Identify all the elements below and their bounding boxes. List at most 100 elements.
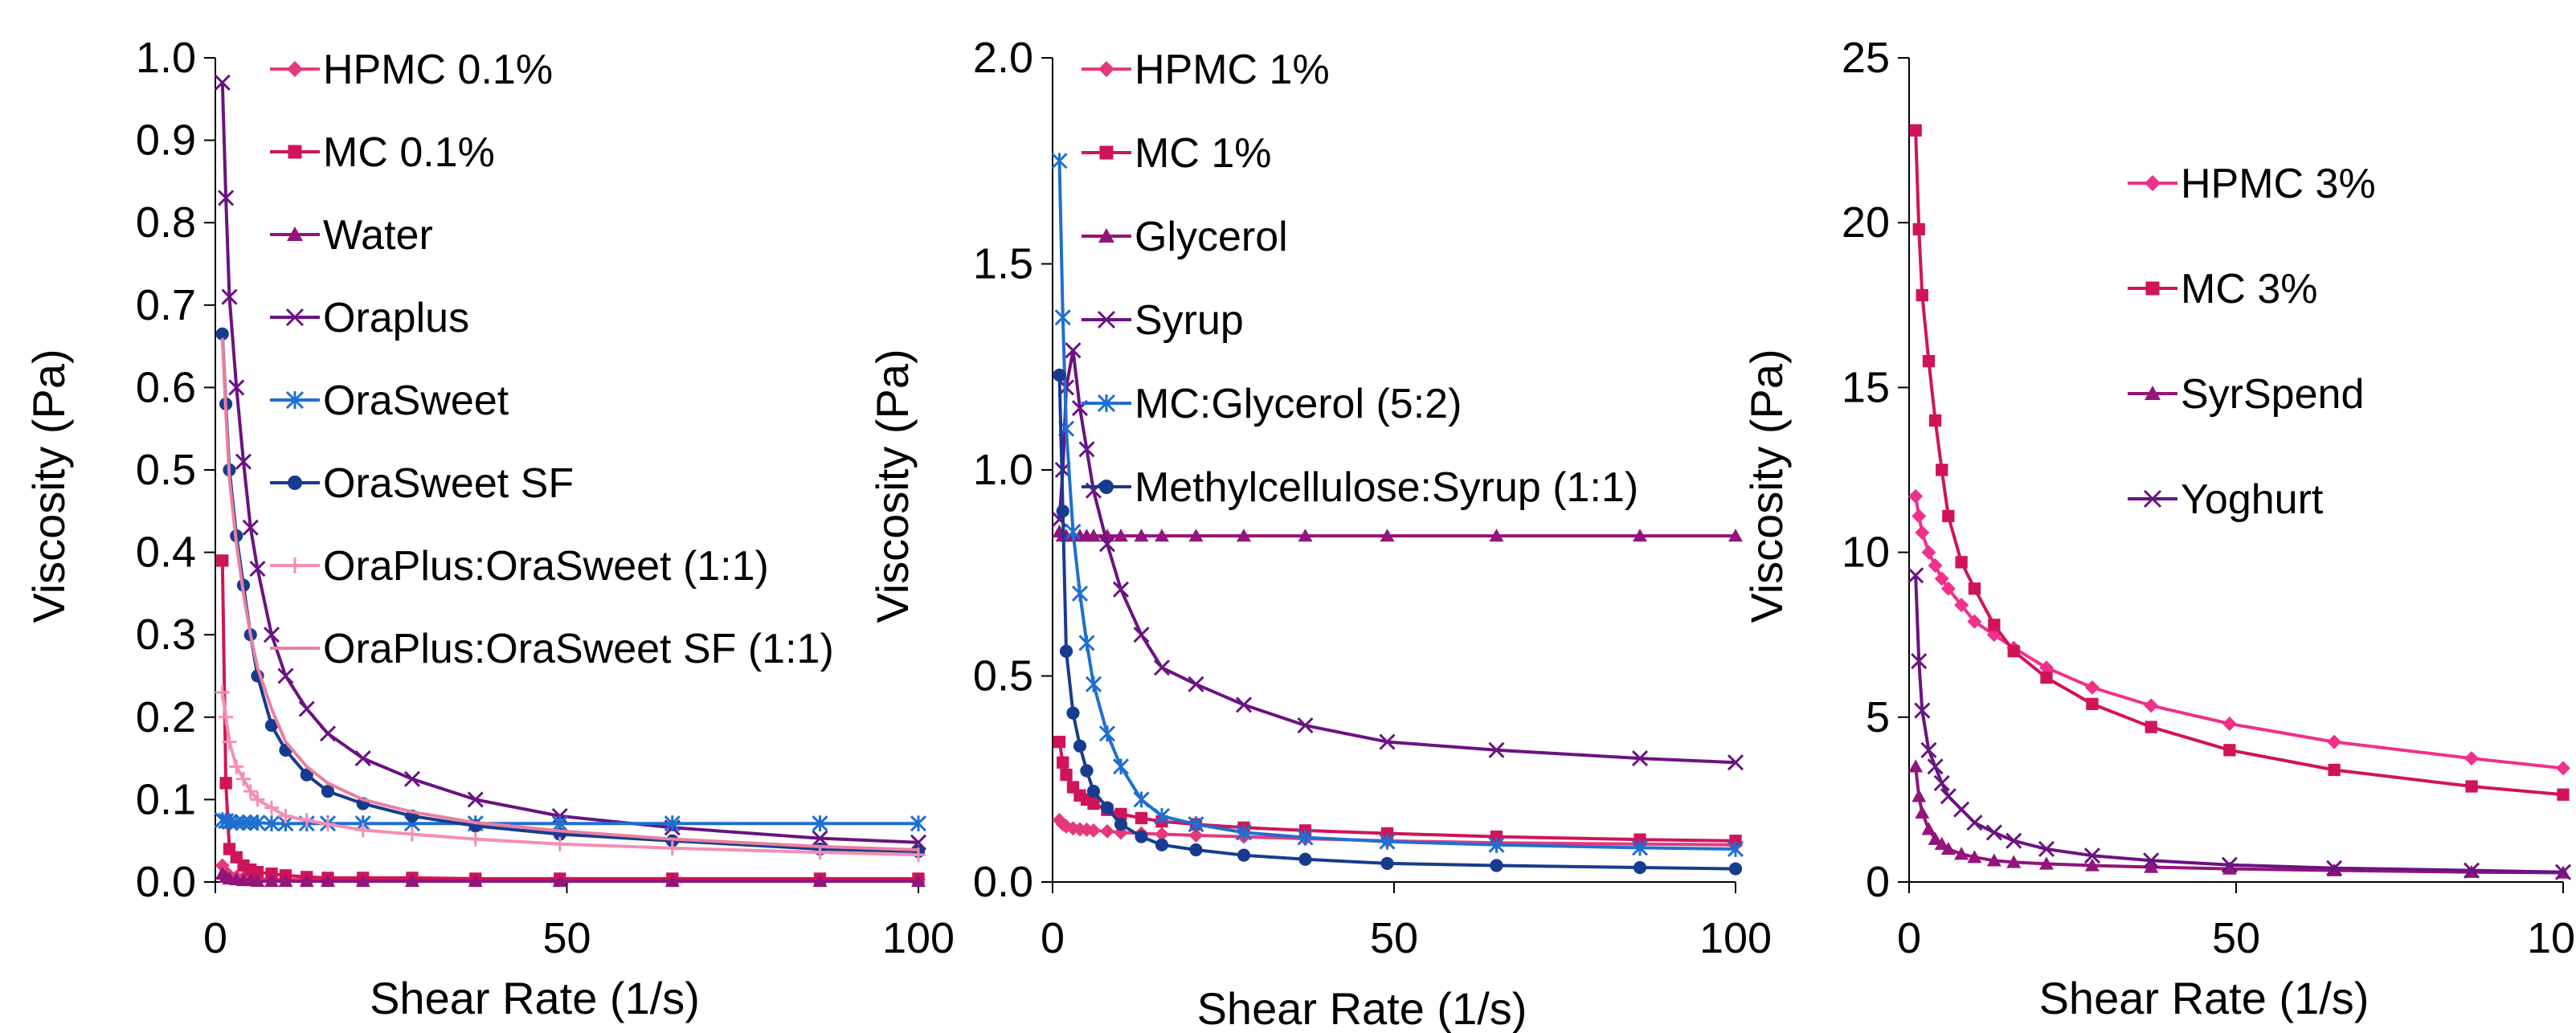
data-point [1085, 676, 1102, 692]
data-point [1066, 706, 1080, 720]
data-point [1727, 754, 1744, 771]
legend-label: MC 3% [2181, 266, 2317, 312]
data-point [1297, 829, 1314, 846]
legend-label: MC 0.1% [323, 129, 495, 176]
data-point [1086, 529, 1101, 542]
data-point [1727, 840, 1744, 858]
data-point [1056, 504, 1069, 518]
legend-label: HPMC 0.1% [323, 47, 553, 93]
legend-label: OraSweet [323, 378, 509, 424]
legend-marker [1097, 394, 1116, 413]
y-tick-label: 0.9 [136, 116, 196, 165]
data-point [251, 866, 264, 879]
data-point [1379, 733, 1396, 750]
data-point [403, 770, 421, 787]
data-point [1086, 785, 1101, 798]
data-point [1940, 581, 1956, 596]
data-point [300, 768, 313, 782]
data-point [1490, 859, 1503, 872]
data-point [1986, 853, 2002, 867]
y-tick-label: 0.0 [136, 858, 196, 906]
data-point [812, 830, 828, 847]
data-point [1134, 529, 1149, 542]
series-5 [214, 811, 927, 832]
y-tick-label: 0.5 [973, 652, 1033, 700]
x-tick-label: 0 [1897, 914, 1921, 962]
legend-marker [285, 390, 305, 410]
y-tick-label: 0.0 [973, 858, 1033, 906]
data-point [1967, 614, 1982, 629]
data-point [2038, 856, 2054, 870]
legend-label: HPMC 3% [2181, 161, 2376, 207]
series-line [220, 82, 919, 844]
data-point [319, 725, 337, 742]
data-point [250, 792, 265, 807]
series-line [1057, 161, 1736, 851]
data-point [321, 817, 335, 832]
data-point [1235, 696, 1253, 713]
series-6 [1053, 368, 1743, 876]
legend-label: OraSweet SF [323, 460, 574, 507]
data-point [1133, 791, 1150, 808]
data-point [1080, 764, 1094, 778]
data-point [2006, 855, 2022, 868]
data-point [242, 519, 259, 536]
data-point [1073, 739, 1087, 753]
legend-entry: HPMC 0.1% [270, 47, 553, 93]
data-point [1060, 768, 1073, 782]
data-point [1911, 652, 1928, 670]
x-tick-label: 0 [203, 914, 227, 962]
data-point [219, 709, 234, 725]
data-point [2556, 761, 2570, 776]
legend-marker [285, 308, 305, 327]
legend-entry: Oraplus [270, 295, 469, 341]
data-point [1955, 556, 1968, 569]
legend-entry: HPMC 3% [2128, 161, 2376, 207]
y-tick-label: 0.7 [136, 281, 196, 329]
data-point [552, 873, 567, 888]
data-point [1634, 833, 1646, 846]
data-point [1188, 676, 1204, 692]
data-point [1915, 805, 1930, 819]
y-tick-label: 0.1 [136, 775, 196, 823]
legend-label: Glycerol [1135, 214, 1288, 260]
data-point [1053, 368, 1066, 382]
legend-marker [2145, 175, 2161, 191]
data-point [250, 873, 265, 888]
data-point [1054, 309, 1071, 326]
x-tick-label: 50 [1370, 914, 1418, 962]
y-axis-title: Viscosity (Pa) [1741, 349, 1792, 623]
data-point [1052, 813, 1067, 828]
y-tick-label: 0.8 [136, 198, 196, 247]
data-point [1953, 801, 1970, 818]
data-point [299, 873, 314, 888]
legend-label: SyrSpend [2181, 371, 2364, 418]
legend-label: Methylcellulose:Syrup (1:1) [1135, 464, 1638, 511]
data-point [1188, 529, 1204, 542]
data-point [1153, 659, 1171, 676]
x-axis-title: Shear Rate (1/s) [1197, 983, 1527, 1033]
data-point [1631, 750, 1649, 767]
data-point [2464, 751, 2480, 766]
legend-marker [287, 61, 303, 77]
y-tick-label: 0 [1866, 858, 1890, 906]
legend-entry: OraSweet SF [270, 460, 574, 507]
data-point [249, 561, 266, 578]
data-point [1065, 523, 1082, 541]
series-5 [1051, 153, 1744, 858]
data-point [1934, 571, 1949, 586]
legend-marker [287, 227, 303, 241]
data-point [2084, 680, 2100, 695]
legend-label: Syrup [1135, 297, 1244, 344]
data-point [1968, 582, 1981, 595]
data-point [1100, 801, 1114, 815]
data-point [1051, 153, 1068, 169]
legend-label: OraPlus:OraSweet SF (1:1) [323, 626, 834, 672]
data-point [1078, 635, 1095, 651]
y-axis-title: Viscosity (Pa) [867, 349, 918, 623]
data-point [1985, 824, 2002, 841]
data-point [1155, 827, 1169, 842]
chart-panel-3: 0 5 10 15 20 25 0 50 100 Shear Rate (1/s) Viscosit… [1741, 34, 2576, 1023]
data-point [2086, 697, 2099, 711]
data-point [1237, 848, 1251, 862]
